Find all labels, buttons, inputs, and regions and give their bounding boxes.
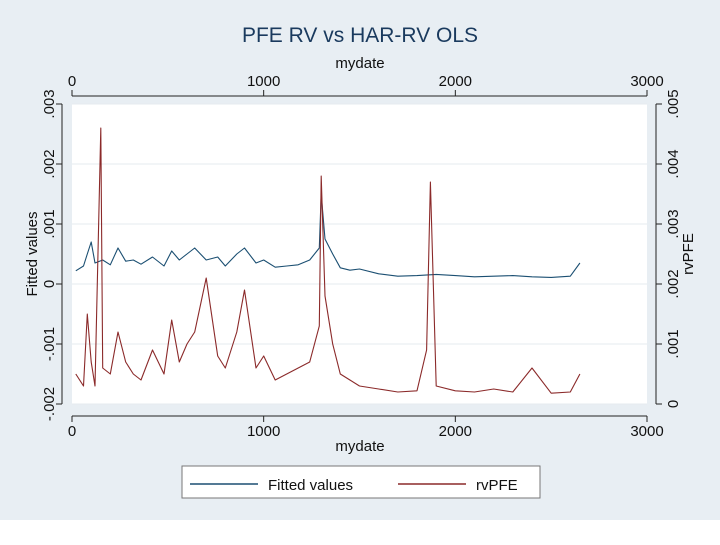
y-tick-label-right-3: .003 <box>665 209 682 238</box>
legend: Fitted values rvPFE <box>181 465 541 499</box>
y-tick-label-left-0: -.002 <box>41 387 58 421</box>
series-line-fitted-values <box>75 193 581 278</box>
series-group <box>75 127 581 394</box>
y-tick-label-right-0: 0 <box>665 400 682 408</box>
y-axis-label-right: rvPFE <box>680 233 697 275</box>
legend-label-rvpfe: rvPFE <box>476 477 518 494</box>
y-tick-label-right-4: .004 <box>665 149 682 178</box>
y-tick-label-left-5: .003 <box>41 89 58 118</box>
x-tick-label-top-1: 1000 <box>247 73 280 90</box>
x-axis-label-bottom: mydate <box>335 438 384 455</box>
plot-area <box>72 104 647 404</box>
x-axis-label-top: mydate <box>335 55 384 72</box>
x-tick-label-bottom-2: 2000 <box>439 423 472 440</box>
x-tick-label-top-3: 3000 <box>630 73 663 90</box>
y-axis-label-left: Fitted values <box>24 211 41 296</box>
x-tick-label-bottom-3: 3000 <box>630 423 663 440</box>
x-tick-label-top-0: 0 <box>68 73 76 90</box>
x-tick-label-top-2: 2000 <box>439 73 472 90</box>
y-tick-label-right-5: .005 <box>665 89 682 118</box>
y-tick-label-left-4: .002 <box>41 149 58 178</box>
y-tick-label-left-3: .001 <box>41 209 58 238</box>
axes: 0 0 1000 1000 2000 2000 3000 3000 -.002 -.001 0 .00… <box>41 73 682 440</box>
series-line-rvpfe <box>75 127 581 394</box>
legend-label-fitted-values: Fitted values <box>268 477 353 494</box>
y-tick-label-right-1: .001 <box>665 329 682 358</box>
x-tick-label-bottom-0: 0 <box>68 423 76 440</box>
y-tick-label-right-2: .002 <box>665 269 682 298</box>
y-tick-label-left-1: -.001 <box>41 327 58 361</box>
chart-title: PFE RV vs HAR-RV OLS <box>242 24 478 47</box>
legend-box <box>181 465 541 499</box>
gridlines <box>72 103 647 405</box>
x-tick-label-bottom-1: 1000 <box>247 423 280 440</box>
y-tick-label-left-2: 0 <box>41 280 58 288</box>
